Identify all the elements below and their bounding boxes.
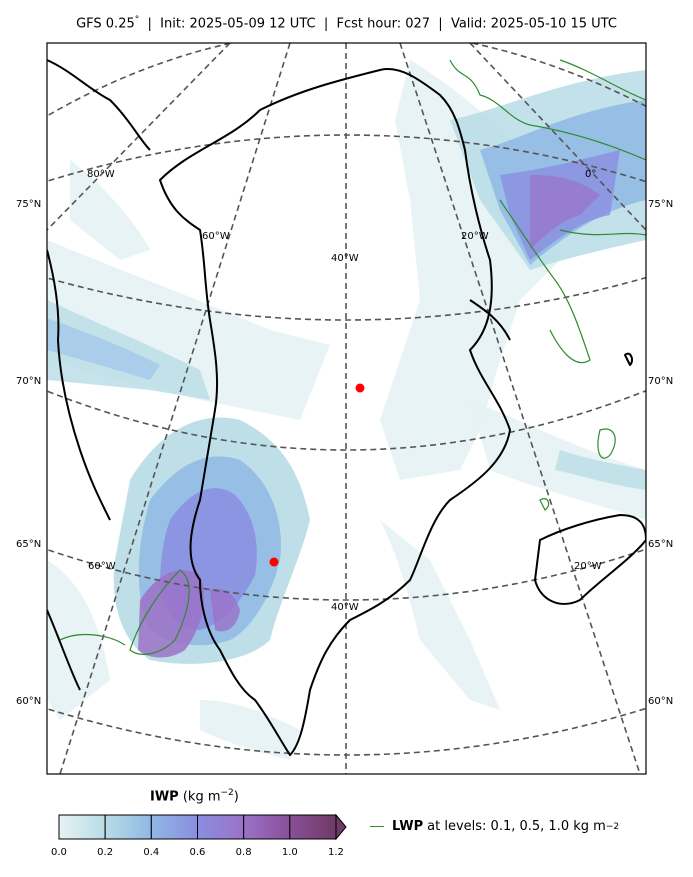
coastlines [47,59,646,756]
figure-title: GFS 0.25° | Init: 2025-05-09 12 UTC | Fc… [0,15,693,31]
title-separator: | [147,16,152,32]
init-time: Init: 2025-05-09 12 UTC [160,16,316,32]
lat-label-right: 60°N [648,696,674,707]
lwp-contour [59,634,126,646]
lon-label: 40°W [331,253,359,264]
lon-label: 80°W [87,169,115,180]
red-dot-marker [355,383,365,393]
parallel-70-line [47,389,646,451]
model-name: GFS 0.25 [76,16,135,32]
east-greenland-fjord [469,299,511,341]
parallel-80-line [47,43,646,117]
lwp-legend-name: LWP [392,819,424,834]
red-dot-marker [269,557,279,567]
parallel-65-line [47,548,646,601]
colorbar-tick-label: 0.0 [51,847,67,858]
ellesmere-coast [47,59,151,151]
title-separator: | [323,16,329,32]
lwp-legend-text: at levels: 0.1, 0.5, 1.0 kg m [427,819,606,834]
jan-mayen-coast [624,352,634,366]
lat-label-right: 75°N [648,199,674,210]
lwp-contour [449,59,646,161]
lat-label-left: 60°N [16,696,42,707]
meridian-0-line [469,43,646,231]
title-separator: | [438,16,443,32]
lwp-legend-exp: −2 [605,821,620,832]
colorbar-title: IWP (kg m−2) [150,788,239,804]
lwp-legend: LWP at levels: 0.1, 0.5, 1.0 kg m −2 [370,819,619,834]
lon-label: 60°W [88,561,116,572]
lon-label: 20°W [574,561,602,572]
degree-mark: ° [134,15,140,25]
lwp-contour [559,229,646,236]
colorbar-variable: IWP [150,789,179,805]
lon-label: 60°W [202,231,230,242]
lwp-contour [559,59,646,101]
colorbar-tick-label: 1.0 [281,847,298,858]
forecast-hour: Fcst hour: 027 [336,16,431,32]
colorbar-tick-label: 1.2 [328,847,344,858]
greenland-coast [159,68,511,756]
lwp-contours [59,59,646,655]
colorbar-units-close: ) [233,789,239,805]
colorbar-tick-label: 0.8 [235,847,252,858]
lon-label: 20°W [461,231,489,242]
baffin-coast [47,249,111,521]
parallel-72-line [47,276,646,321]
lat-label-right: 70°N [648,376,674,387]
lat-label-right: 65°N [648,539,674,550]
lat-label-left: 75°N [16,199,42,210]
lwp-contour [539,498,550,511]
valid-time: Valid: 2025-05-10 15 UTC [450,16,617,32]
lwp-contour [597,428,616,459]
colorbar-tick-label: 0.4 [143,847,160,858]
graticule [47,43,646,774]
lwp-contour [129,569,190,655]
lat-label-left: 65°N [16,539,42,550]
lwp-legend-line [370,826,384,827]
lon-label: 0° [585,169,597,180]
lwp-contour [499,199,591,364]
lat-label-left: 70°N [16,376,42,387]
colorbar-units: (kg m [182,789,221,805]
map-frame [46,42,647,775]
colorbar-units-exp: −2 [220,788,234,798]
labrador-coast [47,609,81,691]
meridian-60w-line [59,43,291,774]
meridian-20w-line [399,43,641,774]
lon-label: 40°W [331,602,359,613]
iwp-shading [47,60,646,760]
colorbar-tick-label: 0.2 [97,847,114,858]
colorbar-tick-label: 0.6 [189,847,206,858]
